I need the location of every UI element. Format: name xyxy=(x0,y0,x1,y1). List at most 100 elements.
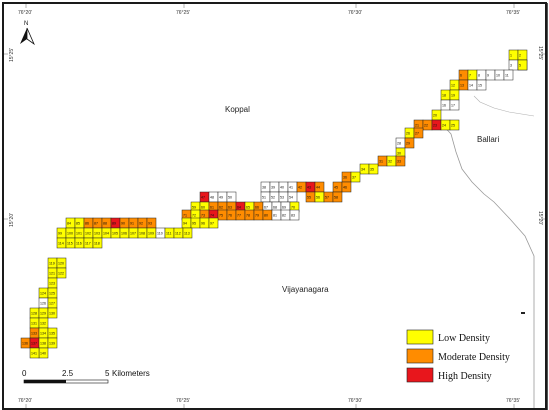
north-arrow-icon xyxy=(20,27,35,46)
grid-cell-number: 104 xyxy=(103,232,109,236)
grid-cell-number: 77 xyxy=(237,214,241,218)
grid-cell: 17 xyxy=(449,99,460,111)
grid-cell-number: 55 xyxy=(307,196,311,200)
grid-cell: 103 xyxy=(92,227,103,239)
grid-cell-number: 102 xyxy=(85,232,91,236)
grid-cell: 111 xyxy=(164,227,175,239)
grid-cell-number: 59 xyxy=(192,206,196,210)
grid-cell: 95 xyxy=(190,217,201,229)
grid-cell-number: 19 xyxy=(451,94,455,98)
grid-cell-fill xyxy=(449,99,460,111)
grid-cell: 5 xyxy=(517,59,528,71)
grid-cell-number: 68 xyxy=(273,206,277,210)
grid-cell-number: 63 xyxy=(228,206,232,210)
grid-cell-number: 51 xyxy=(262,196,266,200)
grid-cell-number: 43 xyxy=(307,186,311,190)
grid-cell-fill xyxy=(289,209,300,221)
grid-cell-number: 94 xyxy=(183,222,187,226)
grid-cell-number: 29 xyxy=(406,142,410,146)
grid-cell: 31 xyxy=(377,155,388,167)
grid-cell-number: 111 xyxy=(166,232,171,236)
grid-cell: 54 xyxy=(287,191,298,203)
grid-cell-number: 3 xyxy=(510,64,512,68)
district-boundary-secondary xyxy=(473,95,535,117)
grid-cell-number: 34 xyxy=(361,168,365,172)
grid-cell: 85 xyxy=(74,217,85,229)
grid-cell: 7 xyxy=(467,69,478,81)
grid-cell: 34 xyxy=(359,163,370,175)
grid-cell: 81 xyxy=(271,209,282,221)
grid-cell-number: 11 xyxy=(505,74,509,78)
grid-cell: 105 xyxy=(110,227,121,239)
grid-cell: 41 xyxy=(287,181,298,193)
grid-cell: 121 xyxy=(47,267,58,279)
tick-label-left: 15°20' xyxy=(9,213,15,227)
grid-cell-number: 58 xyxy=(334,196,338,200)
grid-cell: 46 xyxy=(341,181,352,193)
grid-cell: 58 xyxy=(332,191,343,203)
grid-cell-number: 89 xyxy=(112,222,116,226)
grid-cell: 135 xyxy=(47,327,58,339)
grid-cell-fill xyxy=(350,171,361,183)
grid-cell: 118 xyxy=(92,237,103,249)
grid-cell: 32 xyxy=(386,155,397,167)
grid-cell-number: 15 xyxy=(478,84,482,88)
grid-cell: 27 xyxy=(413,127,424,139)
grid-cell-number: 37 xyxy=(352,176,356,180)
grid-cell: 26 xyxy=(404,127,415,139)
grid-cell-number: 97 xyxy=(210,222,214,226)
grid-cell: 1 xyxy=(508,49,519,61)
grid-cell: 2 xyxy=(517,49,528,61)
tick-label-bottom: 76°25' xyxy=(176,398,190,404)
grid-cell: 94 xyxy=(181,217,192,229)
grid-cell-number: 23 xyxy=(433,124,437,128)
place-label: Koppal xyxy=(225,105,250,114)
grid-cell-number: 125 xyxy=(49,292,55,296)
grid-cell-number: 30 xyxy=(397,152,401,156)
grid-cell: 127 xyxy=(47,297,58,309)
grid-cell-number: 135 xyxy=(49,332,55,336)
grid-cell-number: 20 xyxy=(433,114,437,118)
grid-cell: 57 xyxy=(323,191,334,203)
grid-cell: 116 xyxy=(74,237,85,249)
grid-cell: 84 xyxy=(65,217,76,229)
tick-label-bottom: 76°20' xyxy=(18,398,32,404)
grid-cell-number: 109 xyxy=(148,232,154,236)
grid-cell-number: 122 xyxy=(58,272,64,276)
grid-cell-number: 106 xyxy=(121,232,127,236)
scale-label: 2.5 xyxy=(62,369,74,378)
grid-cell-number: 50 xyxy=(228,196,232,200)
grid-cell-number: 71 xyxy=(183,214,187,218)
grid-cell-number: 78 xyxy=(246,214,250,218)
grid-cell-number: 25 xyxy=(451,124,455,128)
grid-cell-number: 1 xyxy=(510,54,512,58)
grid-cell-number: 56 xyxy=(316,196,320,200)
grid-cell-number: 70 xyxy=(291,206,295,210)
grid-cell-number: 66 xyxy=(255,206,259,210)
grid-cell-number: 101 xyxy=(76,232,82,236)
grid-cell-number: 132 xyxy=(40,322,46,326)
grid-cell-fill xyxy=(395,155,406,167)
grid-cell: 16 xyxy=(440,99,451,111)
grid-cell: 124 xyxy=(38,287,49,299)
grid-cell: 119 xyxy=(47,257,58,269)
legend-label: Moderate Density xyxy=(438,352,510,363)
grid-cell-number: 88 xyxy=(103,222,107,226)
grid-cell-number: 119 xyxy=(49,262,55,266)
grid-cell: 55 xyxy=(305,191,316,203)
grid-cell-number: 47 xyxy=(201,196,205,200)
grid-cell: 12 xyxy=(449,79,460,91)
grid-cell-number: 36 xyxy=(343,176,347,180)
grid-cell: 19 xyxy=(449,89,460,101)
grid-cell-number: 83 xyxy=(291,214,295,218)
grid-cell: 104 xyxy=(101,227,112,239)
grid-cell: 22 xyxy=(422,119,433,131)
grid-cell-number: 53 xyxy=(280,196,284,200)
grid-cell: 113 xyxy=(182,227,193,239)
grid-cell: 117 xyxy=(83,237,94,249)
grid-cell-number: 64 xyxy=(237,206,241,210)
grid-cell-number: 105 xyxy=(112,232,118,236)
grid-cell-number: 32 xyxy=(388,160,392,164)
scale-bar-segment xyxy=(24,380,66,383)
